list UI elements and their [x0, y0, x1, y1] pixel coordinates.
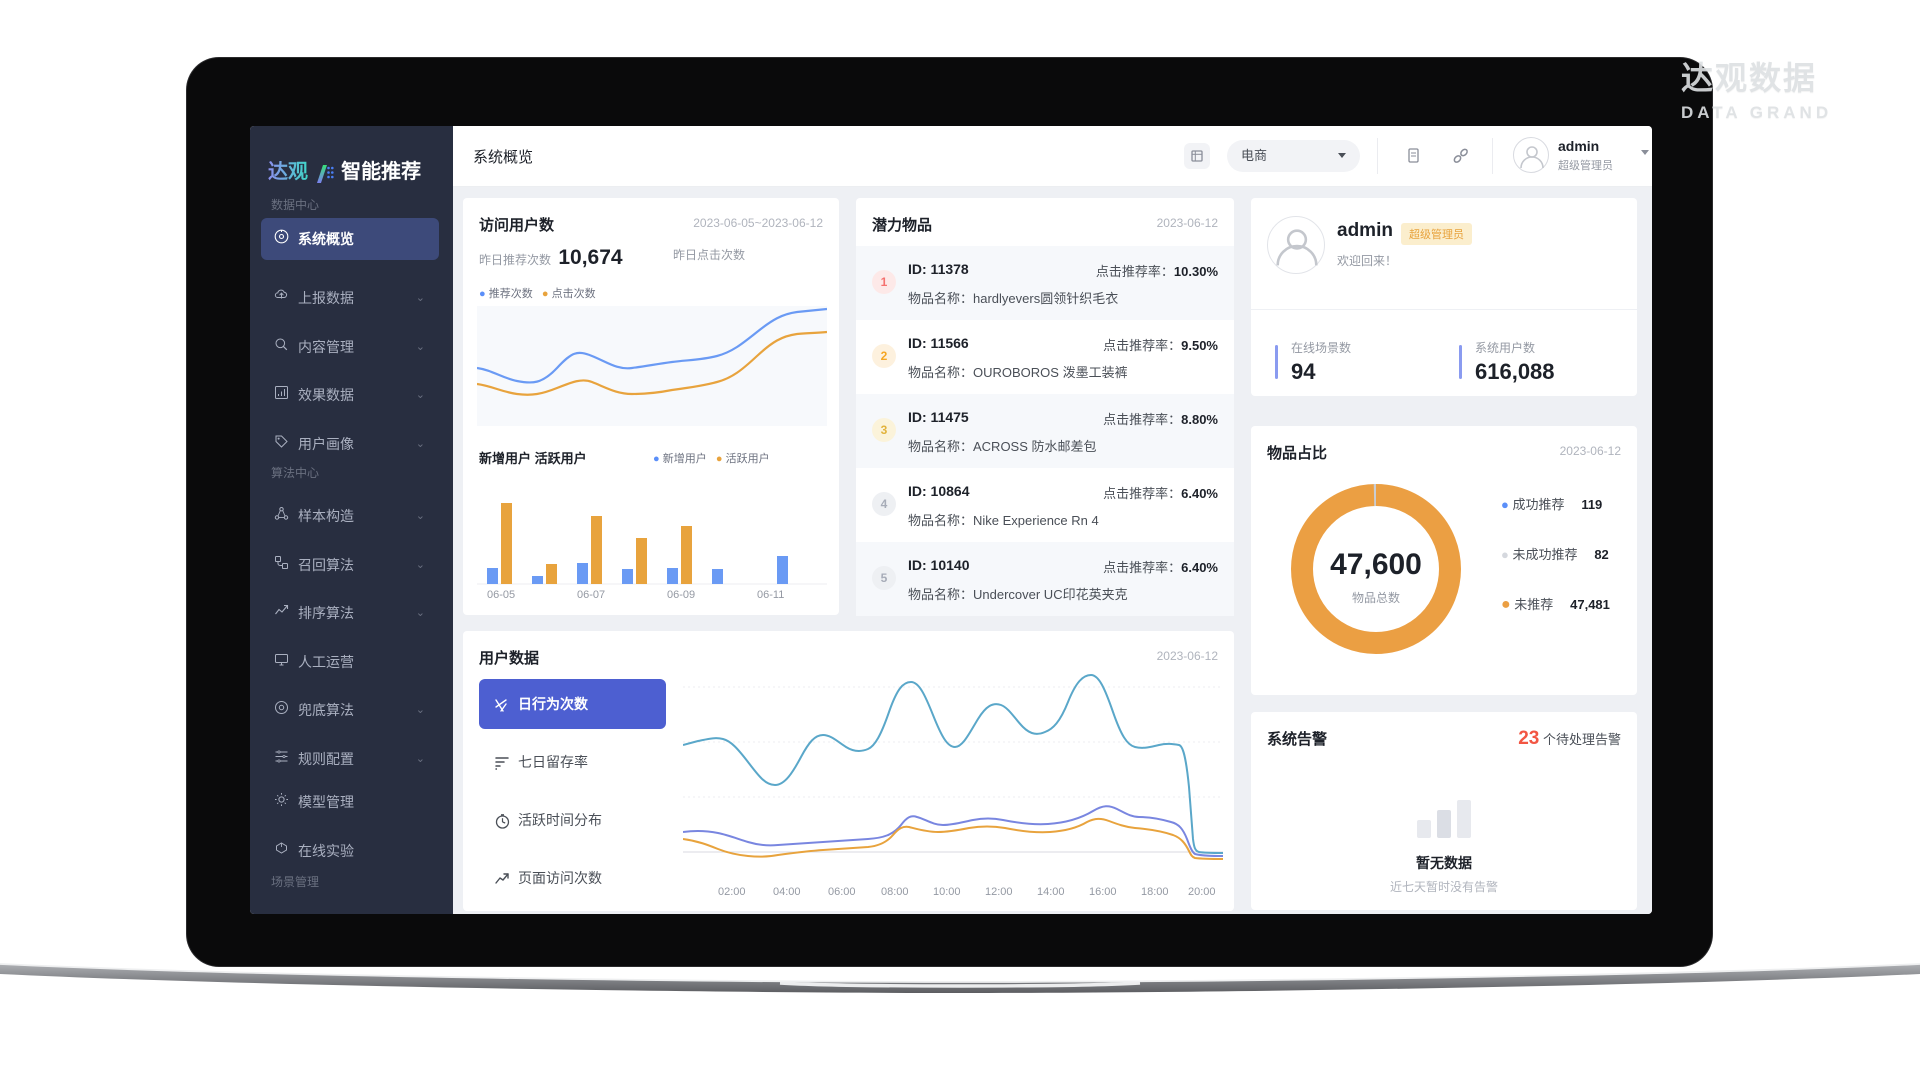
- svg-text:06-05: 06-05: [487, 589, 515, 601]
- svg-text:06-09: 06-09: [667, 589, 695, 601]
- svg-text:02:00: 02:00: [718, 886, 746, 898]
- svg-text:20:00: 20:00: [1188, 886, 1216, 898]
- svg-text:16:00: 16:00: [1089, 886, 1117, 898]
- svg-text:14:00: 14:00: [1037, 886, 1065, 898]
- svg-text:物品总数: 物品总数: [1352, 590, 1400, 605]
- svg-text:06-11: 06-11: [757, 589, 784, 601]
- svg-text:08:00: 08:00: [881, 886, 909, 898]
- svg-text:06-07: 06-07: [577, 589, 605, 601]
- svg-text:12:00: 12:00: [985, 886, 1013, 898]
- svg-text:18:00: 18:00: [1141, 886, 1169, 898]
- svg-text:06:00: 06:00: [828, 886, 856, 898]
- svg-text:47,600: 47,600: [1330, 548, 1422, 581]
- svg-text:04:00: 04:00: [773, 886, 801, 898]
- svg-text:10:00: 10:00: [933, 886, 961, 898]
